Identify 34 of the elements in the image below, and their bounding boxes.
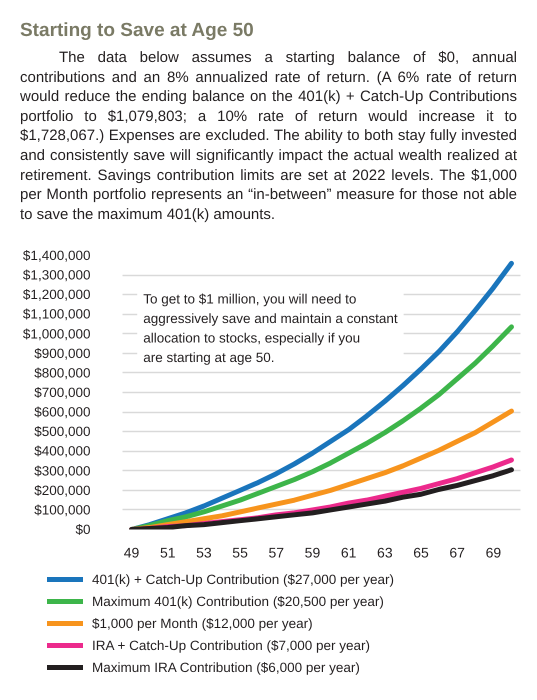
x-tick-label: 59	[304, 544, 320, 561]
y-tick-label: $1,200,000	[22, 287, 91, 302]
x-tick-label: 69	[486, 544, 502, 561]
legend-label: 401(k) + Catch-Up Contribution ($27,000 per year)	[92, 572, 394, 587]
y-tick-label: $300,000	[34, 464, 91, 479]
x-tick-label: 55	[232, 544, 248, 561]
y-tick-label: $500,000	[34, 424, 91, 440]
x-tick-label: 57	[268, 544, 284, 561]
x-tick-label: 65	[413, 544, 429, 561]
y-tick-label: $0	[75, 522, 91, 538]
y-tick-label: $800,000	[34, 366, 91, 381]
legend-label: Maximum IRA Contribution ($6,000 per year)	[92, 660, 360, 675]
annotation: To get to $1 million, you will need to aggressively save and maintain a constant allocation to stocks, especially if you are starting at age 50.	[143, 292, 398, 366]
y-tick-label: $200,000	[34, 483, 91, 498]
x-tick-label: 67	[449, 544, 466, 561]
chart-title: Starting to Save at Age 50	[20, 20, 255, 42]
y-tick-label: $600,000	[34, 404, 91, 420]
x-tick-label: 53	[196, 544, 212, 561]
x-tick-label: 61	[340, 544, 357, 561]
legend-label: $1,000 per Month ($12,000 per year)	[92, 616, 313, 631]
y-tick-label: $1,400,000	[22, 248, 91, 264]
y-tick-label: $400,000	[34, 444, 91, 460]
y-tick-label: $100,000	[34, 502, 91, 518]
y-tick-label: $1,300,000	[22, 268, 91, 283]
y-tick-label: $1,100,000	[22, 307, 91, 322]
x-tick-label: 49	[124, 544, 140, 561]
legend-label: IRA + Catch-Up Contribution ($7,000 per year)	[92, 638, 370, 653]
text: The data below assumes a starting balance of $0, annual contributions and an 8% annualized rate of return. (A 6% rate of return would reduce the ending balance on the 401(k) + Catch-Up Contributions portfolio to $1,079,803; a 10% rate of return would increase it to $1,728,067.) Expenses are excluded. The ability to both stay fully invested and consistently save will significantly impact the actual wealth realized at retirement. Savings contribution limits are set at 2022 levels. The $1,000 per Month portfolio represents an “in-between” measure for those not able to save the maximum 401(k) amounts.	[20, 49, 517, 223]
y-tick-label: $900,000	[34, 346, 91, 362]
x-tick-label: 63	[377, 544, 393, 561]
y-tick-label: $700,000	[34, 385, 91, 400]
x-tick-label: 51	[160, 544, 176, 561]
legend-label: Maximum 401(k) Contribution ($20,500 per year)	[92, 594, 384, 609]
y-tick-label: $1,000,000	[22, 326, 91, 342]
